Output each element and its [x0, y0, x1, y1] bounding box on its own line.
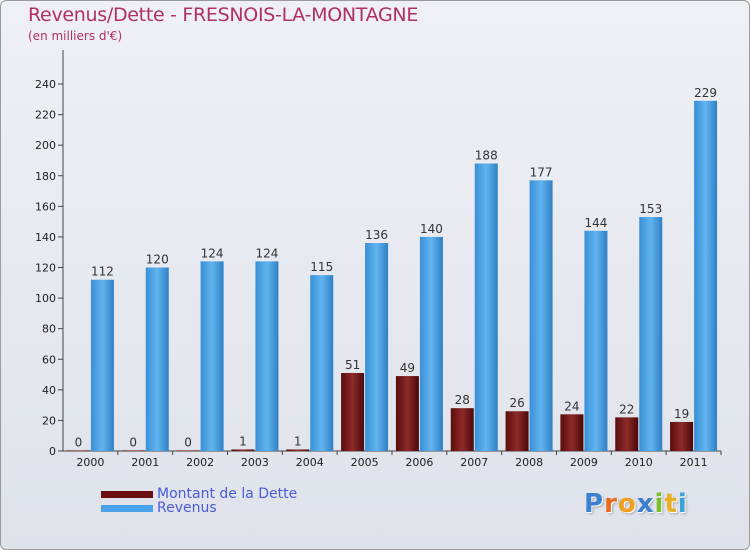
bar-revenus: [529, 180, 553, 451]
legend-swatch-revenus: [101, 504, 153, 512]
bar-debt: [66, 450, 90, 451]
data-label-revenus: 112: [91, 265, 114, 279]
legend-item-revenus: Revenus: [101, 501, 297, 515]
legend-swatch-debt: [101, 490, 153, 498]
legend-label-debt: Montant de la Dette: [157, 486, 298, 502]
data-label-revenus: 136: [365, 228, 388, 242]
bar-debt: [450, 408, 474, 451]
y-tick-label: 240: [35, 78, 56, 91]
x-tick-label: 2008: [515, 456, 543, 469]
data-label-debt: 24: [564, 399, 579, 413]
data-label-revenus: 115: [310, 260, 333, 274]
data-label-revenus: 124: [255, 246, 278, 260]
data-labels: 0 112 0 120 0 124 1 124 1 115 51 136 49 140 28 188 26 177…: [75, 86, 717, 450]
chart-title: Revenus/Dette - FRESNOIS-LA-MONTAGNE: [28, 4, 419, 26]
data-label-debt: 22: [619, 402, 634, 416]
bar-revenus: [200, 261, 224, 451]
bar-debt: [395, 376, 419, 451]
x-tick-label: 2005: [351, 456, 379, 469]
data-label-revenus: 144: [584, 216, 607, 230]
bar-debt: [341, 373, 365, 451]
bar-debt: [176, 450, 200, 451]
logo-letter: i: [654, 489, 665, 519]
y-tick-label: 20: [42, 414, 56, 427]
data-label-revenus: 120: [146, 253, 169, 267]
data-label-debt: 51: [345, 358, 360, 372]
logo-letter: i: [677, 489, 688, 519]
x-tick-label: 2006: [405, 456, 433, 469]
bar-revenus: [365, 243, 389, 451]
x-tick-label: 2004: [296, 456, 324, 469]
bar-revenus: [419, 236, 443, 451]
proxiti-logo: Proxiti: [584, 489, 688, 519]
logo-letter: r: [604, 489, 618, 519]
bar-revenus: [584, 230, 608, 451]
data-label-debt: 49: [400, 361, 415, 375]
bar-revenus: [639, 217, 663, 451]
bar-debt: [615, 417, 639, 451]
data-label-revenus: 124: [201, 246, 224, 260]
legend: Montant de la Dette Revenus: [101, 487, 297, 515]
y-tick-label: 40: [42, 384, 56, 397]
x-tick-label: 2003: [241, 456, 269, 469]
data-label-debt: 0: [75, 435, 83, 449]
bar-revenus: [145, 267, 169, 451]
bar-debt: [505, 411, 529, 451]
bar-revenus: [255, 261, 279, 451]
data-label-revenus: 153: [639, 202, 662, 216]
data-label-revenus: 177: [530, 165, 553, 179]
bars: [66, 100, 718, 451]
data-label-revenus: 229: [694, 86, 717, 100]
data-label-debt: 0: [184, 435, 192, 449]
y-tick-label: 180: [35, 170, 56, 183]
y-tick-label: 100: [35, 292, 56, 305]
logo-letter: t: [664, 489, 678, 519]
data-label-debt: 28: [455, 393, 470, 407]
bar-debt: [670, 421, 694, 451]
logo-letter: o: [617, 489, 637, 519]
data-label-debt: 26: [509, 396, 524, 410]
data-label-revenus: 188: [475, 149, 498, 163]
x-tick-label: 2000: [76, 456, 104, 469]
legend-item-debt: Montant de la Dette: [101, 487, 297, 501]
x-tick-label: 2001: [131, 456, 159, 469]
x-tick-label: 2011: [680, 456, 708, 469]
bar-revenus: [694, 100, 718, 451]
chart-subtitle: (en milliers d'€): [28, 29, 123, 43]
logo-letter: x: [636, 489, 655, 519]
data-label-debt: 1: [294, 434, 302, 448]
logo-letter: P: [584, 489, 605, 519]
y-tick-label: 220: [35, 109, 56, 122]
x-tick-label: 2009: [570, 456, 598, 469]
y-tick-label: 200: [35, 139, 56, 152]
y-tick-label: 140: [35, 231, 56, 244]
y-tick-label: 160: [35, 200, 56, 213]
x-tick-label: 2007: [460, 456, 488, 469]
bar-debt: [560, 414, 584, 451]
bar-debt: [121, 450, 145, 451]
legend-label-revenus: Revenus: [157, 500, 217, 516]
data-label-revenus: 140: [420, 222, 443, 236]
bar-revenus: [310, 275, 334, 451]
y-tick-label: 0: [49, 445, 56, 458]
bar-revenus: [90, 279, 114, 451]
x-tick-label: 2002: [186, 456, 214, 469]
x-tick-label: 2010: [625, 456, 653, 469]
y-tick-label: 60: [42, 353, 56, 366]
data-label-debt: 0: [129, 435, 137, 449]
data-label-debt: 1: [239, 434, 247, 448]
bar-revenus: [474, 163, 498, 451]
bar-debt: [231, 449, 255, 451]
bar-debt: [286, 449, 310, 451]
y-tick-label: 80: [42, 323, 56, 336]
data-label-debt: 19: [674, 407, 689, 421]
y-tick-label: 120: [35, 262, 56, 275]
